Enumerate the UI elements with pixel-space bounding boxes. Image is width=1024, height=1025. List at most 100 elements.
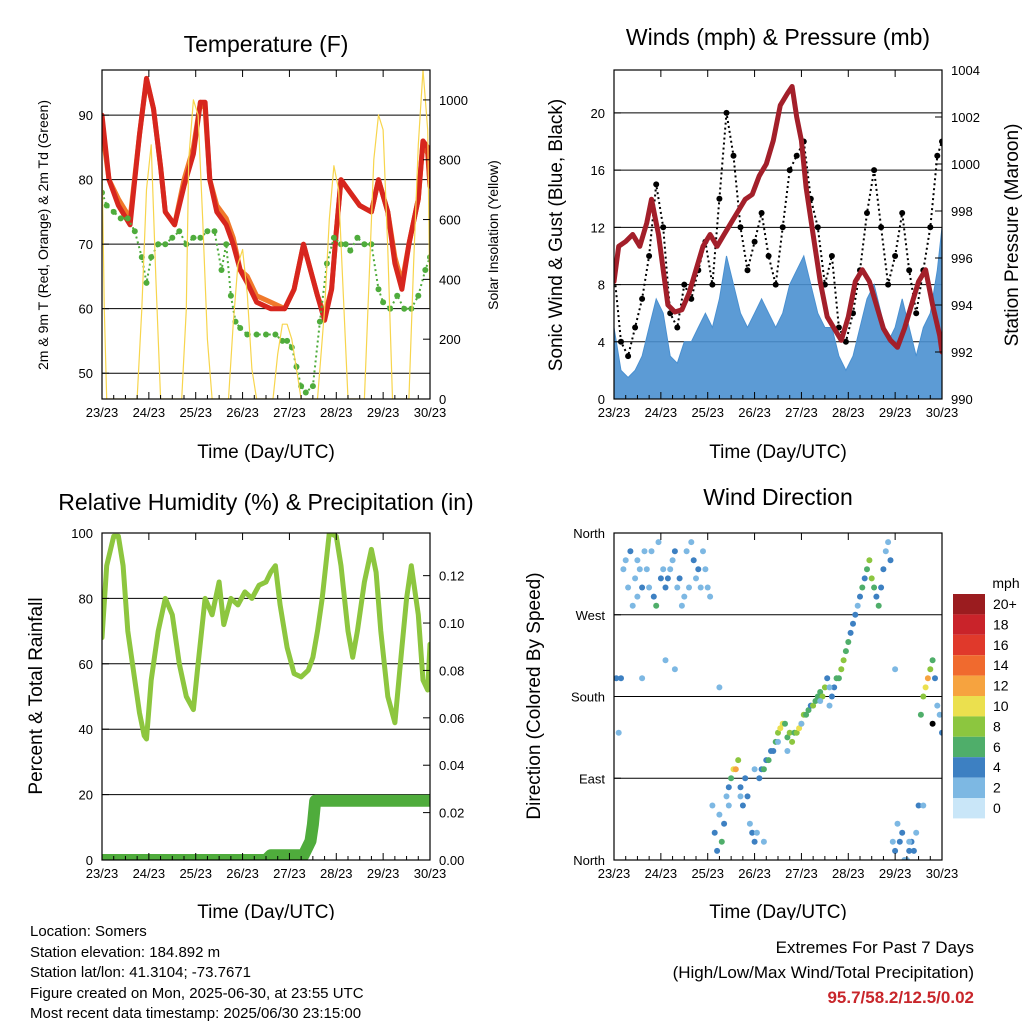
- direction-point: [646, 584, 653, 591]
- direction-point: [620, 566, 627, 573]
- direction-point: [714, 847, 721, 854]
- direction-point: [676, 575, 683, 582]
- direction-point: [751, 838, 758, 845]
- data-point: [772, 281, 779, 288]
- chart-title: Wind Direction: [703, 484, 853, 510]
- x-tick-label: 24/23: [645, 405, 678, 420]
- y-right-tick-label: 600: [439, 213, 461, 228]
- direction-point: [861, 575, 868, 582]
- direction-point: [643, 566, 650, 573]
- y-right-tick-label: 0: [439, 392, 446, 407]
- y-tick-label: 60: [79, 657, 93, 672]
- direction-point: [751, 766, 758, 773]
- x-tick-label: 27/23: [273, 866, 306, 881]
- data-point: [765, 253, 772, 259]
- direction-point: [878, 584, 885, 591]
- direction-point: [934, 702, 941, 709]
- y-right-tick-label: 0.00: [439, 853, 464, 868]
- colorbar-swatch: [953, 594, 985, 615]
- plot-frame: [101, 69, 431, 400]
- colorbar-swatch: [953, 716, 985, 737]
- direction-point: [784, 748, 791, 754]
- direction-point: [838, 666, 845, 673]
- direction-point: [765, 757, 772, 764]
- direction-point: [906, 838, 913, 845]
- direction-point: [716, 811, 723, 818]
- direction-point: [817, 698, 824, 704]
- x-tick-label: 25/23: [691, 866, 724, 881]
- direction-point: [723, 793, 730, 800]
- x-tick-label: 26/23: [226, 866, 259, 881]
- x-tick-label: 29/23: [879, 405, 912, 420]
- direction-point: [824, 675, 831, 682]
- direction-point: [864, 566, 870, 573]
- direction-point: [749, 829, 756, 836]
- chart-panel-4: 23/23 24/23 25/23 26/23 27/23 28/23 29/23 30/23…: [524, 484, 1020, 920]
- y-right-tick-label: 0.10: [439, 616, 464, 631]
- data-point: [131, 228, 138, 235]
- direction-point: [847, 629, 854, 636]
- direction-point: [737, 784, 744, 791]
- y-axis-label: Sonic Wind & Gust (Blue, Black): [546, 99, 567, 371]
- y-right-tick-label: 1004: [951, 63, 980, 78]
- x-tick-label: 29/23: [367, 866, 400, 881]
- direction-point: [732, 766, 739, 773]
- extremes-subtitle: (High/Low/Max Wind/Total Precipitation): [672, 963, 974, 982]
- direction-point: [671, 548, 678, 555]
- direction-point: [742, 775, 749, 782]
- direction-point: [683, 548, 690, 555]
- data-point: [939, 138, 942, 145]
- data-point: [143, 279, 150, 286]
- series-trace-3: [102, 192, 430, 394]
- colorbar-swatch: [953, 696, 985, 717]
- y-right-tick-label: 0.02: [439, 806, 464, 821]
- y-right-tick-label: 996: [951, 251, 973, 266]
- latlon-text: Station lat/lon: 41.3104; -73.7671: [30, 964, 252, 981]
- direction-point: [653, 602, 660, 609]
- y-right-tick-label: 992: [951, 345, 973, 360]
- colorbar-label: 2: [993, 780, 1001, 796]
- direction-point: [894, 820, 901, 827]
- direction-point: [737, 793, 744, 800]
- direction-point: [798, 720, 805, 727]
- y-right-axis-label: Station Pressure (Maroon): [1002, 124, 1023, 347]
- direction-point: [850, 620, 856, 627]
- direction-point: [854, 602, 861, 609]
- direction-point: [662, 584, 669, 591]
- direction-point: [803, 711, 810, 718]
- data-point: [361, 241, 368, 248]
- x-tick-label: 30/23: [414, 405, 447, 420]
- x-tick-label: 23/23: [86, 405, 119, 420]
- direction-point: [880, 566, 887, 573]
- direction-point: [922, 684, 929, 691]
- plot-area: [614, 539, 942, 860]
- x-tick-label: 27/23: [785, 405, 818, 420]
- direction-point: [739, 802, 746, 809]
- direction-point: [770, 748, 777, 754]
- y-tick-label: 8: [598, 278, 605, 293]
- data-point: [263, 331, 269, 338]
- x-tick-label: 27/23: [273, 405, 306, 420]
- data-point: [653, 181, 660, 188]
- y-right-tick-label: 994: [951, 298, 973, 313]
- direction-point: [678, 602, 685, 609]
- data-point: [878, 224, 885, 231]
- x-tick-label: 28/23: [832, 405, 865, 420]
- direction-point: [896, 838, 903, 845]
- direction-point: [782, 720, 788, 727]
- direction-point: [920, 693, 927, 700]
- direction-point: [716, 684, 723, 691]
- direction-point: [814, 693, 821, 700]
- direction-point: [939, 729, 942, 736]
- direction-point: [636, 566, 643, 573]
- direction-point: [889, 838, 896, 845]
- y-right-tick-label: 1000: [439, 93, 468, 108]
- direction-point: [805, 707, 812, 714]
- x-tick-label: 25/23: [179, 866, 212, 881]
- direction-point: [695, 566, 702, 573]
- direction-point: [812, 698, 819, 704]
- extremes-values: 95.7/58.2/12.5/0.02: [827, 988, 974, 1007]
- y-right-tick-label: 1000: [951, 157, 980, 172]
- data-point: [899, 210, 906, 216]
- direction-point: [899, 829, 906, 836]
